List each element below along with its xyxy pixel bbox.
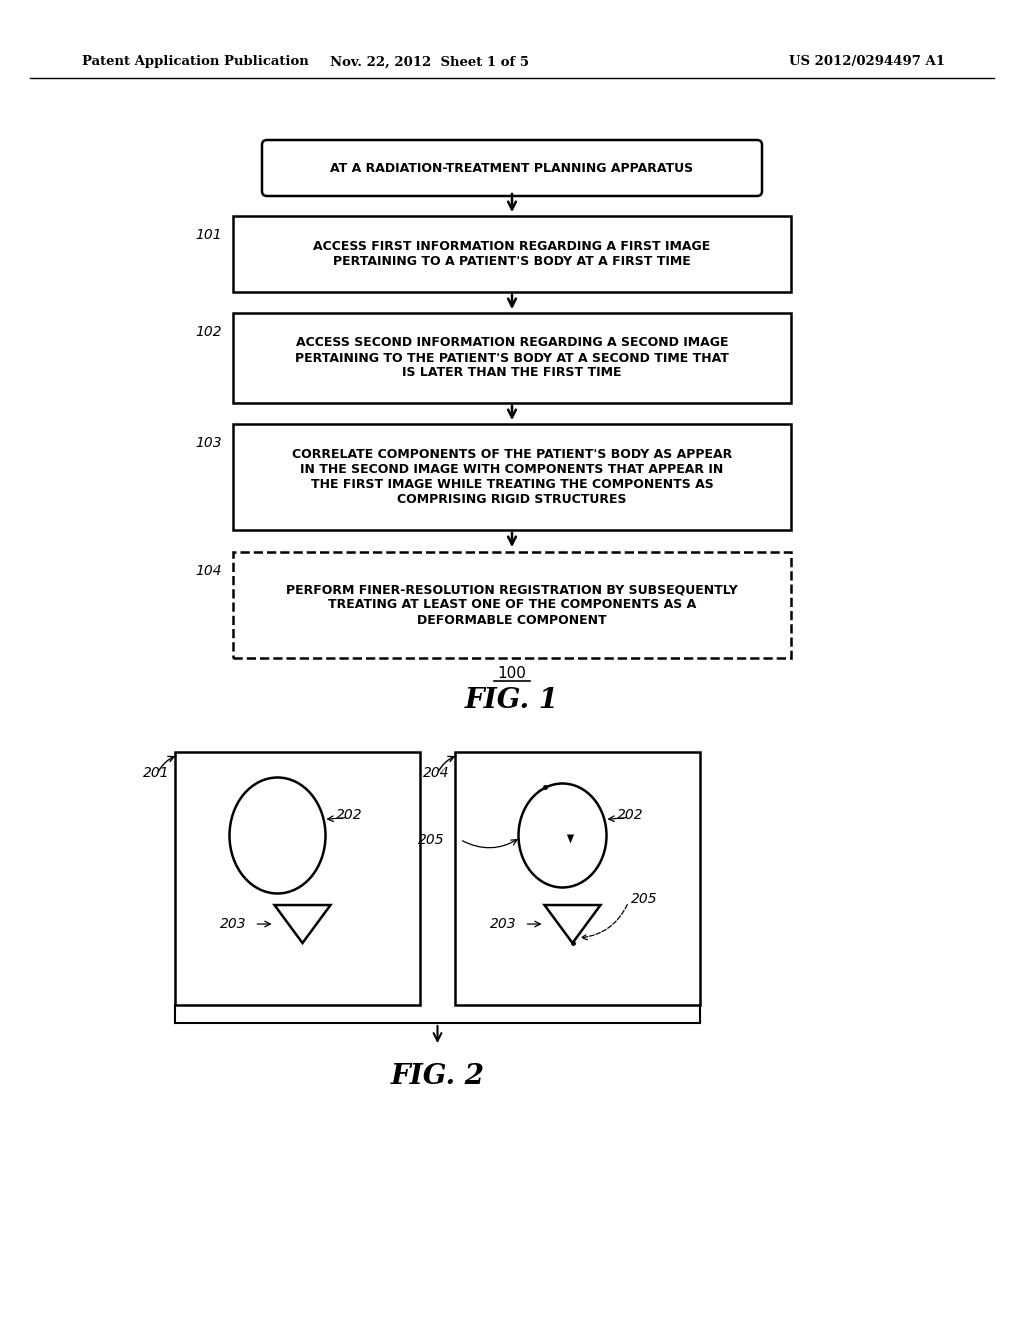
Text: 102: 102 bbox=[195, 325, 221, 339]
Text: ACCESS SECOND INFORMATION REGARDING A SECOND IMAGE
PERTAINING TO THE PATIENT'S B: ACCESS SECOND INFORMATION REGARDING A SE… bbox=[295, 337, 729, 380]
Bar bbox=[233, 424, 791, 531]
Text: 203: 203 bbox=[489, 917, 516, 931]
Text: 202: 202 bbox=[616, 808, 643, 822]
Text: PERFORM FINER-RESOLUTION REGISTRATION BY SUBSEQUENTLY
TREATING AT LEAST ONE OF T: PERFORM FINER-RESOLUTION REGISTRATION BY… bbox=[286, 583, 738, 627]
Text: 104: 104 bbox=[195, 564, 221, 578]
Text: 203: 203 bbox=[220, 917, 247, 931]
Text: 205: 205 bbox=[419, 833, 445, 847]
Polygon shape bbox=[567, 834, 574, 843]
Text: ACCESS FIRST INFORMATION REGARDING A FIRST IMAGE
PERTAINING TO A PATIENT'S BODY : ACCESS FIRST INFORMATION REGARDING A FIR… bbox=[313, 240, 711, 268]
Bar bbox=[455, 752, 700, 1005]
FancyBboxPatch shape bbox=[262, 140, 762, 195]
Bar bbox=[175, 752, 420, 1005]
Text: FIG. 2: FIG. 2 bbox=[390, 1063, 484, 1089]
Polygon shape bbox=[274, 906, 331, 942]
Bar bbox=[233, 552, 791, 657]
Text: 101: 101 bbox=[195, 228, 221, 242]
Ellipse shape bbox=[229, 777, 326, 894]
Text: FIG. 1: FIG. 1 bbox=[465, 686, 559, 714]
Text: CORRELATE COMPONENTS OF THE PATIENT'S BODY AS APPEAR
IN THE SECOND IMAGE WITH CO: CORRELATE COMPONENTS OF THE PATIENT'S BO… bbox=[292, 447, 732, 506]
Text: 103: 103 bbox=[195, 436, 221, 450]
Text: Patent Application Publication: Patent Application Publication bbox=[82, 55, 309, 69]
Bar bbox=[233, 216, 791, 292]
Ellipse shape bbox=[518, 784, 606, 887]
Text: AT A RADIATION-TREATMENT PLANNING APPARATUS: AT A RADIATION-TREATMENT PLANNING APPARA… bbox=[331, 161, 693, 174]
Text: 201: 201 bbox=[143, 766, 170, 780]
Polygon shape bbox=[545, 906, 600, 942]
Text: 204: 204 bbox=[423, 766, 450, 780]
Text: Nov. 22, 2012  Sheet 1 of 5: Nov. 22, 2012 Sheet 1 of 5 bbox=[331, 55, 529, 69]
Bar bbox=[233, 313, 791, 403]
Text: 202: 202 bbox=[336, 808, 362, 822]
Text: US 2012/0294497 A1: US 2012/0294497 A1 bbox=[790, 55, 945, 69]
Text: 205: 205 bbox=[631, 892, 657, 906]
Text: 100: 100 bbox=[498, 667, 526, 681]
